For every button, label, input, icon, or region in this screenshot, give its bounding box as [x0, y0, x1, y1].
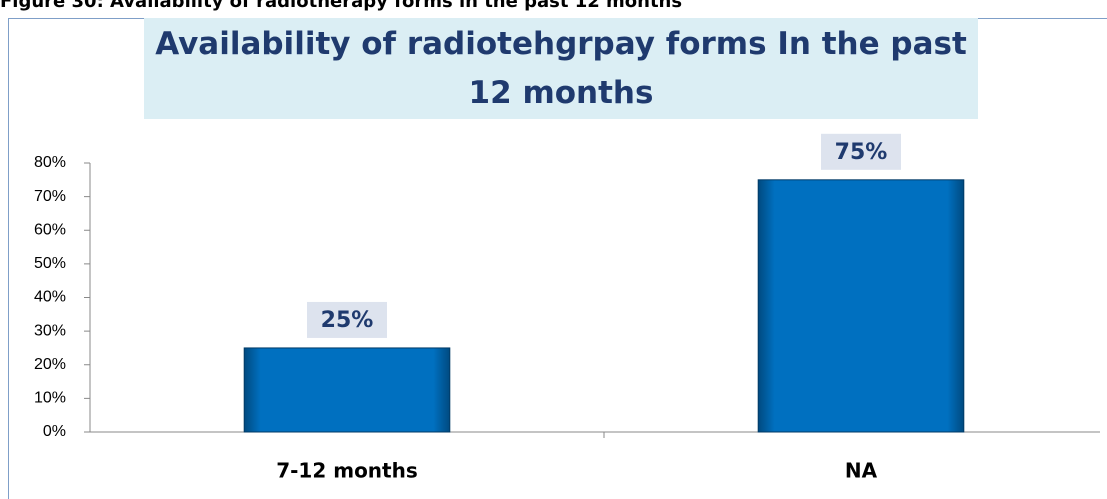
y-tick-label: 80% — [34, 154, 66, 171]
value-label-bg — [307, 301, 387, 338]
bar — [243, 347, 451, 433]
value-label: 75% — [835, 140, 888, 165]
y-tick-label: 30% — [34, 322, 66, 339]
x-tick-label: 7-12 months — [276, 459, 418, 483]
chart-title: Availability of radiotehgrpay forms In t… — [155, 25, 967, 111]
y-tick-label: 50% — [34, 255, 66, 272]
title-box: Availability of radiotehgrpay forms In t… — [144, 18, 978, 119]
y-tick-label: 10% — [34, 390, 66, 407]
y-tick-label: 60% — [34, 221, 66, 238]
y-tick-label: 40% — [34, 289, 66, 306]
bar — [757, 179, 965, 433]
y-tick-label: 70% — [34, 188, 66, 205]
value-label-bg — [821, 133, 901, 170]
value-label: 25% — [321, 308, 374, 333]
figure-caption: Figure 30: Availability of radiotherapy … — [0, 0, 683, 12]
y-tick-label: 20% — [34, 356, 66, 373]
y-tick-label: 0% — [43, 423, 66, 440]
x-tick-label: NA — [845, 459, 878, 483]
